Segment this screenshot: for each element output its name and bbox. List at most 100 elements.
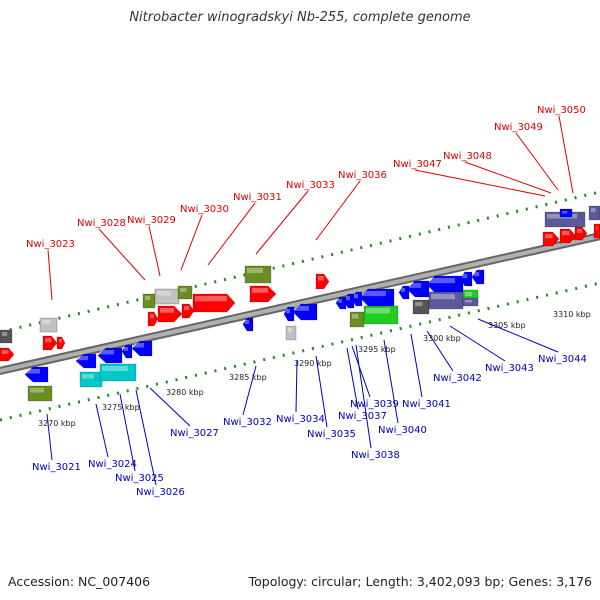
gene-label-reverse[interactable]: Nwi_3035	[307, 429, 356, 440]
leader-line	[47, 249, 53, 301]
gene-label-forward[interactable]: Nwi_3048	[443, 151, 492, 162]
gene-label-reverse[interactable]: Nwi_3032	[223, 417, 272, 428]
gene-feature	[97, 347, 123, 364]
gene-label-forward[interactable]: Nwi_3033	[286, 180, 335, 191]
gene-feature	[574, 226, 588, 241]
gene-feature	[593, 223, 600, 239]
gene-label-reverse[interactable]: Nwi_3039	[350, 399, 399, 410]
gene-label-reverse[interactable]: Nwi_3037	[338, 411, 387, 422]
gene-features[interactable]	[0, 205, 600, 402]
kbp-ticks: 3270 kbp 3275 kbp 3280 kbp 3285 kbp 3290 kbp…	[38, 310, 591, 428]
leader-line	[383, 339, 399, 424]
leader-line	[242, 365, 257, 416]
gene-highlight	[245, 320, 249, 324]
gene-label-reverse[interactable]: Nwi_3034	[276, 414, 325, 425]
leader-line	[410, 333, 423, 398]
gene-feature	[542, 231, 560, 247]
gene-highlight	[2, 350, 9, 354]
gene-label-forward[interactable]: Nwi_3049	[494, 122, 543, 133]
gene-feature	[56, 336, 66, 350]
gene-highlight	[295, 306, 309, 311]
gene-feature	[283, 306, 295, 322]
gene-label-forward[interactable]: Nwi_3030	[180, 204, 229, 215]
gene-label-reverse[interactable]: Nwi_3025	[115, 473, 164, 484]
kbp-tick-label: 3305 kbp	[488, 321, 526, 330]
backbone-core	[0, 234, 600, 373]
gene-highlight	[401, 288, 405, 292]
map-title: Nitrobacter winogradskyi Nb-255, complet…	[129, 10, 471, 25]
gene-highlight	[150, 314, 154, 319]
leader-line	[351, 345, 371, 398]
gene-label-reverse[interactable]: Nwi_3044	[538, 354, 587, 365]
leader-line	[95, 403, 109, 458]
gene-label-forward[interactable]: Nwi_3029	[127, 215, 176, 226]
accession-text: Accession: NC_007406	[8, 574, 151, 589]
gene-feature	[27, 385, 53, 402]
gene-label-forward[interactable]: Nwi_3031	[233, 192, 282, 203]
leader-line	[315, 355, 328, 428]
kbp-tick-label: 3290 kbp	[294, 359, 332, 368]
gene-label-forward[interactable]: Nwi_3023	[26, 239, 75, 250]
gene-label-reverse[interactable]: Nwi_3027	[170, 428, 219, 439]
gene-highlight	[465, 300, 472, 303]
gene-feature	[351, 291, 363, 307]
gene-highlight	[45, 338, 52, 343]
gene-feature	[471, 269, 485, 285]
leader-line	[46, 413, 53, 461]
gene-feature	[428, 291, 464, 310]
gene-feature	[335, 296, 347, 310]
gene-highlight	[462, 274, 468, 279]
gene-label-reverse[interactable]: Nwi_3040	[378, 425, 427, 436]
gene-highlight	[562, 231, 570, 236]
gene-label-reverse[interactable]: Nwi_3024	[88, 459, 137, 470]
gene-highlight	[160, 308, 174, 313]
leader-line	[207, 202, 256, 266]
gene-highlight	[596, 226, 598, 231]
gene-highlight	[415, 302, 423, 307]
leader-line	[149, 387, 191, 427]
gene-feature	[242, 317, 254, 332]
gene-label-reverse[interactable]: Nwi_3043	[485, 363, 534, 374]
kbp-tick-label: 3270 kbp	[38, 419, 76, 428]
leader-line	[414, 169, 546, 197]
gene-highlight	[252, 288, 268, 293]
leader-line	[148, 225, 161, 277]
gene-highlight	[288, 328, 292, 333]
gene-label-forward[interactable]: Nwi_3047	[393, 159, 442, 170]
gene-highlight	[338, 299, 342, 303]
gene-feature	[177, 285, 193, 300]
gene-highlight	[42, 320, 51, 325]
leader-line	[464, 161, 552, 194]
gene-label-reverse[interactable]: Nwi_3038	[351, 450, 400, 461]
gene-label-forward[interactable]: Nwi_3050	[537, 105, 586, 116]
gene-highlight	[2, 332, 8, 336]
gene-label-reverse[interactable]: Nwi_3026	[136, 487, 185, 498]
gene-label-reverse[interactable]: Nwi_3041	[402, 399, 451, 410]
gene-highlight	[184, 306, 190, 311]
leader-line	[515, 132, 559, 191]
gene-feature	[39, 317, 58, 333]
gene-label-reverse[interactable]: Nwi_3021	[32, 462, 81, 473]
gene-feature	[462, 297, 479, 307]
gene-feature	[244, 265, 272, 284]
gene-highlight	[366, 308, 390, 314]
gene-highlight	[429, 278, 455, 284]
kbp-tick-label: 3300 kbp	[423, 334, 461, 343]
gene-feature	[131, 340, 153, 357]
gene-highlight	[134, 343, 144, 348]
gene-feature	[349, 311, 365, 328]
gene-highlight	[100, 350, 114, 355]
gene-highlight	[318, 276, 324, 281]
gene-label-forward[interactable]: Nwi_3028	[77, 218, 126, 229]
gene-label-forward[interactable]: Nwi_3036	[338, 170, 387, 181]
gene-highlight	[124, 347, 128, 351]
gene-highlight	[82, 374, 94, 379]
leader-line	[315, 180, 361, 241]
leader-line	[355, 344, 372, 449]
gene-label-reverse[interactable]: Nwi_3042	[433, 373, 482, 384]
gene-highlight	[354, 294, 358, 299]
gene-highlight	[30, 388, 44, 393]
gene-highlight	[409, 283, 421, 288]
